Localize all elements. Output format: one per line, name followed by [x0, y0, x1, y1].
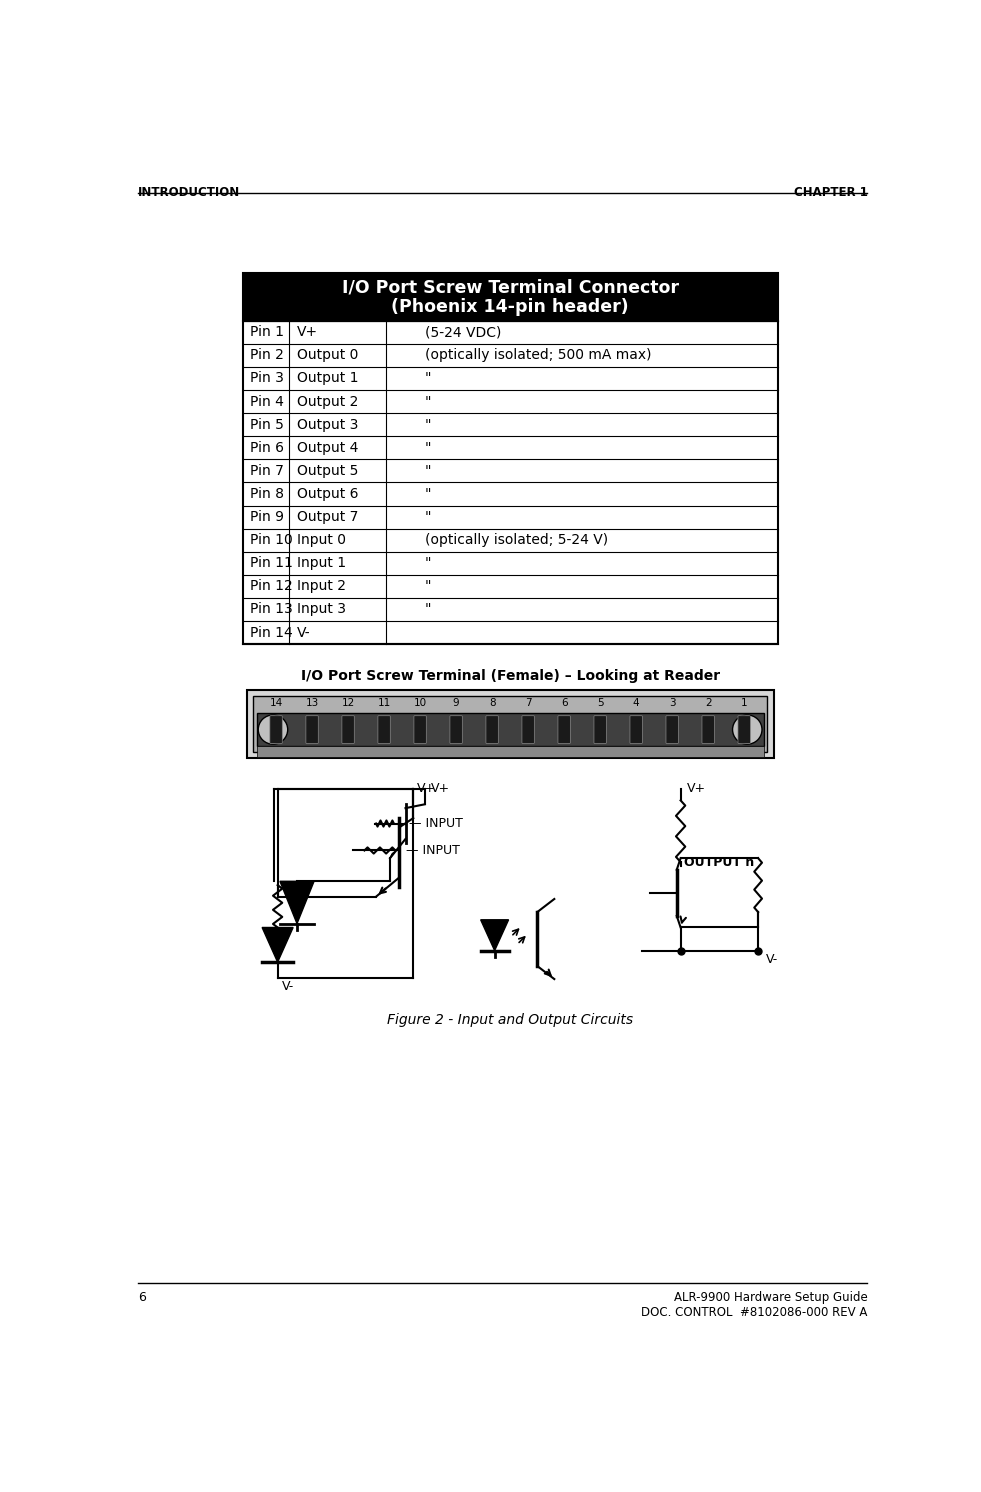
Text: 2: 2 — [705, 698, 711, 707]
FancyBboxPatch shape — [270, 716, 283, 743]
Polygon shape — [280, 882, 314, 924]
Text: V-: V- — [766, 953, 778, 965]
Text: V+: V+ — [687, 782, 706, 795]
Text: 14: 14 — [270, 698, 283, 707]
Polygon shape — [262, 928, 293, 962]
Text: Pin 14: Pin 14 — [250, 625, 293, 640]
FancyBboxPatch shape — [450, 716, 462, 743]
Text: V-: V- — [297, 625, 311, 640]
Text: Pin 4: Pin 4 — [250, 394, 284, 409]
Text: 12: 12 — [341, 698, 355, 707]
Text: Figure 2 - Input and Output Circuits: Figure 2 - Input and Output Circuits — [387, 1013, 633, 1026]
FancyBboxPatch shape — [414, 716, 427, 743]
Text: Input 3: Input 3 — [297, 603, 346, 616]
Text: Output 5: Output 5 — [297, 464, 358, 477]
Text: INTRODUCTION: INTRODUCTION — [138, 186, 240, 198]
FancyBboxPatch shape — [486, 716, 498, 743]
Text: Pin 1: Pin 1 — [250, 325, 284, 339]
Text: ": " — [425, 510, 432, 524]
Text: Pin 3: Pin 3 — [250, 372, 284, 385]
Text: ": " — [425, 579, 432, 594]
Bar — [246, 691, 774, 758]
Bar — [253, 697, 767, 752]
Text: Output 1: Output 1 — [297, 372, 358, 385]
Text: Pin 11: Pin 11 — [250, 557, 293, 570]
Text: 10: 10 — [414, 698, 427, 707]
Text: (Phoenix 14-pin header): (Phoenix 14-pin header) — [391, 298, 629, 316]
FancyBboxPatch shape — [306, 716, 318, 743]
Text: 3: 3 — [669, 698, 676, 707]
Bar — [242, 321, 778, 645]
Text: Pin 9: Pin 9 — [250, 510, 284, 524]
Text: Output 3: Output 3 — [297, 418, 358, 431]
Text: 1: 1 — [741, 698, 748, 707]
Text: CHAPTER 1: CHAPTER 1 — [794, 186, 867, 198]
Text: 7: 7 — [525, 698, 532, 707]
FancyBboxPatch shape — [630, 716, 643, 743]
Text: Output 4: Output 4 — [297, 440, 358, 455]
FancyBboxPatch shape — [558, 716, 570, 743]
Text: ": " — [425, 464, 432, 477]
FancyBboxPatch shape — [666, 716, 678, 743]
Bar — [257, 713, 763, 746]
FancyBboxPatch shape — [738, 716, 750, 743]
Text: ": " — [425, 372, 432, 385]
Text: 11: 11 — [378, 698, 390, 707]
Bar — [242, 273, 778, 321]
Text: Pin 2: Pin 2 — [250, 348, 284, 363]
Text: (optically isolated; 5-24 V): (optically isolated; 5-24 V) — [425, 533, 608, 548]
Polygon shape — [390, 852, 394, 858]
Text: Input 0: Input 0 — [297, 533, 346, 548]
FancyBboxPatch shape — [342, 716, 354, 743]
Circle shape — [258, 715, 287, 745]
Text: V+: V+ — [297, 325, 318, 339]
Text: ": " — [425, 557, 432, 570]
Bar — [257, 746, 763, 756]
Polygon shape — [481, 919, 508, 950]
Text: V+: V+ — [417, 782, 437, 795]
Text: Pin 6: Pin 6 — [250, 440, 284, 455]
Text: OUTPUT n: OUTPUT n — [685, 855, 754, 868]
Text: Pin 7: Pin 7 — [250, 464, 284, 477]
Circle shape — [733, 715, 762, 745]
Text: Output 2: Output 2 — [297, 394, 358, 409]
Text: Pin 5: Pin 5 — [250, 418, 284, 431]
Text: (5-24 VDC): (5-24 VDC) — [425, 325, 501, 339]
Text: (optically isolated; 500 mA max): (optically isolated; 500 mA max) — [425, 348, 651, 363]
Text: Pin 13: Pin 13 — [250, 603, 293, 616]
Text: I/O Port Screw Terminal (Female) – Looking at Reader: I/O Port Screw Terminal (Female) – Looki… — [300, 670, 720, 683]
FancyBboxPatch shape — [594, 716, 606, 743]
Text: ": " — [425, 603, 432, 616]
Text: 9: 9 — [453, 698, 459, 707]
Text: Output 0: Output 0 — [297, 348, 358, 363]
Text: — INPUT: — INPUT — [409, 818, 463, 830]
Text: ": " — [425, 440, 432, 455]
Text: I/O Port Screw Terminal Connector: I/O Port Screw Terminal Connector — [341, 279, 679, 297]
Text: ": " — [425, 486, 432, 501]
Text: Pin 10: Pin 10 — [250, 533, 293, 548]
Text: 13: 13 — [305, 698, 319, 707]
FancyBboxPatch shape — [702, 716, 714, 743]
Text: Input 1: Input 1 — [297, 557, 346, 570]
Text: Pin 12: Pin 12 — [250, 579, 293, 594]
Text: 5: 5 — [596, 698, 603, 707]
Text: Output 7: Output 7 — [297, 510, 358, 524]
Text: 4: 4 — [633, 698, 640, 707]
Text: V+: V+ — [431, 782, 450, 795]
Text: ALR-9900 Hardware Setup Guide
DOC. CONTROL  #8102086-000 REV A: ALR-9900 Hardware Setup Guide DOC. CONTR… — [641, 1291, 867, 1319]
FancyBboxPatch shape — [378, 716, 390, 743]
Text: Output 6: Output 6 — [297, 486, 358, 501]
Text: ": " — [425, 418, 432, 431]
Text: — INPUT: — INPUT — [405, 844, 459, 856]
Text: 6: 6 — [138, 1291, 146, 1304]
Text: 8: 8 — [489, 698, 495, 707]
Text: 6: 6 — [561, 698, 567, 707]
Text: Input 2: Input 2 — [297, 579, 346, 594]
Text: Pin 8: Pin 8 — [250, 486, 284, 501]
Text: V-: V- — [282, 980, 293, 992]
Text: ": " — [425, 394, 432, 409]
FancyBboxPatch shape — [522, 716, 535, 743]
